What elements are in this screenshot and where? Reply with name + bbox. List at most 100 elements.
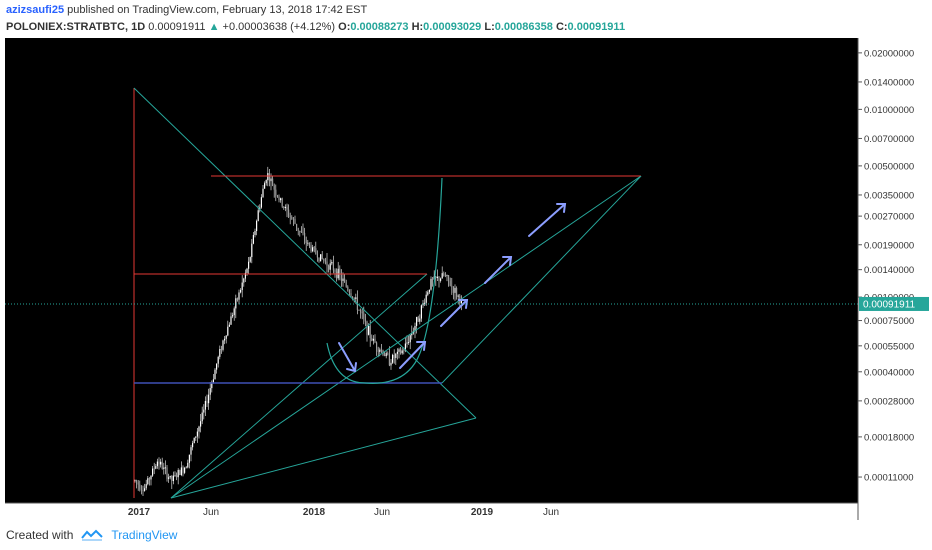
tradingview-logo-icon (81, 529, 104, 541)
footer: Created with TradingView (6, 523, 926, 547)
candle-body (352, 296, 354, 298)
candle-body (432, 278, 434, 280)
candle-body (161, 461, 163, 469)
plot-background (5, 38, 858, 503)
candle-body (350, 293, 352, 297)
candle-body (236, 298, 238, 300)
x-tick-label: 2019 (471, 507, 494, 518)
candle-body (168, 477, 170, 479)
up-arrow-icon: ▲ (208, 21, 220, 33)
candle-body (409, 335, 411, 343)
candle-body (136, 480, 138, 483)
candle-body (276, 195, 278, 197)
long-ascending-trendline (170, 175, 642, 499)
candle-body (200, 421, 202, 427)
candle-body (324, 260, 326, 262)
candle-body (142, 490, 144, 491)
candle-body (278, 196, 280, 201)
candle-body (380, 349, 382, 351)
candle-body (334, 270, 336, 272)
candle-body (452, 286, 454, 293)
candle-body (369, 325, 371, 339)
current-price-tag (859, 296, 929, 311)
x-tick-label: 2017 (128, 507, 151, 518)
candle-body (268, 173, 270, 182)
candle-body (339, 268, 341, 276)
chart-svg[interactable]: 0.02000000 0.01400000 0.01000000 0.00700000… (5, 38, 930, 520)
candle-body (355, 297, 357, 299)
candle-body (179, 470, 181, 476)
candle-body (184, 467, 186, 473)
candle-body (257, 210, 259, 221)
candle-body (147, 478, 149, 485)
close-label: C: (555, 21, 568, 33)
candle-body (363, 313, 365, 319)
candle-body (440, 278, 442, 281)
candle-body (281, 198, 283, 207)
candle-body (315, 248, 317, 254)
y-tick-label: 0.00055000 (864, 341, 914, 352)
candle-body (222, 340, 224, 350)
chart-header: azizsaufi25 published on TradingView.com… (6, 2, 926, 36)
candle-body (228, 324, 230, 327)
candle-body (398, 349, 400, 352)
candle-body (449, 280, 451, 286)
candle-body (336, 271, 338, 279)
candle-body (368, 325, 370, 335)
candle-body (235, 298, 237, 309)
candle-body (408, 342, 410, 344)
candle-body (321, 254, 323, 259)
arrow-up-icon (484, 256, 513, 284)
candle-body (158, 461, 160, 465)
candle-body (273, 185, 275, 190)
candle-body (203, 409, 205, 413)
candle-body (209, 388, 211, 395)
candle-body (283, 206, 285, 208)
candle-body (323, 258, 325, 261)
candle-body (211, 382, 213, 389)
low-label: L: (484, 21, 495, 33)
channel-line (441, 175, 642, 384)
candle-body (188, 454, 190, 463)
x-axis: 2017 Jun 2018 Jun 2019 Jun (128, 507, 559, 518)
candle-body (404, 343, 406, 351)
drawings (133, 87, 642, 499)
candle-body (411, 333, 413, 336)
candle-body (379, 349, 381, 352)
arrow-up-icon (528, 203, 567, 237)
candle-body (318, 257, 320, 262)
candle-body (220, 349, 222, 350)
projection-arrows (338, 203, 567, 373)
candle-body (376, 342, 378, 349)
candle-body (187, 462, 189, 468)
author-link[interactable]: azizsaufi25 (6, 4, 65, 16)
candle-body (134, 480, 136, 482)
candle-body (385, 353, 387, 357)
candle-body (390, 362, 392, 366)
candle-body (332, 262, 334, 271)
candle-body (240, 289, 242, 293)
candle-body (360, 310, 362, 313)
candle-body (441, 273, 443, 279)
candle-body (185, 467, 187, 469)
candle-body (312, 247, 314, 252)
current-price-tag-text: 0.00091911 (863, 299, 916, 310)
price-axis-background (858, 38, 930, 520)
candle-body (219, 349, 221, 357)
candle-body (297, 228, 299, 231)
published-text: published on TradingView.com, February 1… (67, 4, 368, 16)
candle-body (347, 286, 349, 291)
tradingview-brand[interactable]: TradingView (111, 528, 178, 542)
candle-series (134, 166, 462, 496)
y-tick-label: 0.00011000 (864, 473, 914, 484)
candle-body (148, 478, 150, 480)
candle-body (299, 230, 301, 232)
last-price: 0.00091911 (148, 21, 206, 33)
candle-body (340, 275, 342, 281)
candle-body (371, 338, 373, 341)
chart-area[interactable]: 0.02000000 0.01400000 0.01000000 0.00700000… (5, 38, 930, 520)
candle-body (460, 299, 462, 304)
candle-body (419, 318, 421, 322)
y-tick-label: 0.01400000 (864, 77, 914, 88)
candle-body (230, 316, 232, 325)
